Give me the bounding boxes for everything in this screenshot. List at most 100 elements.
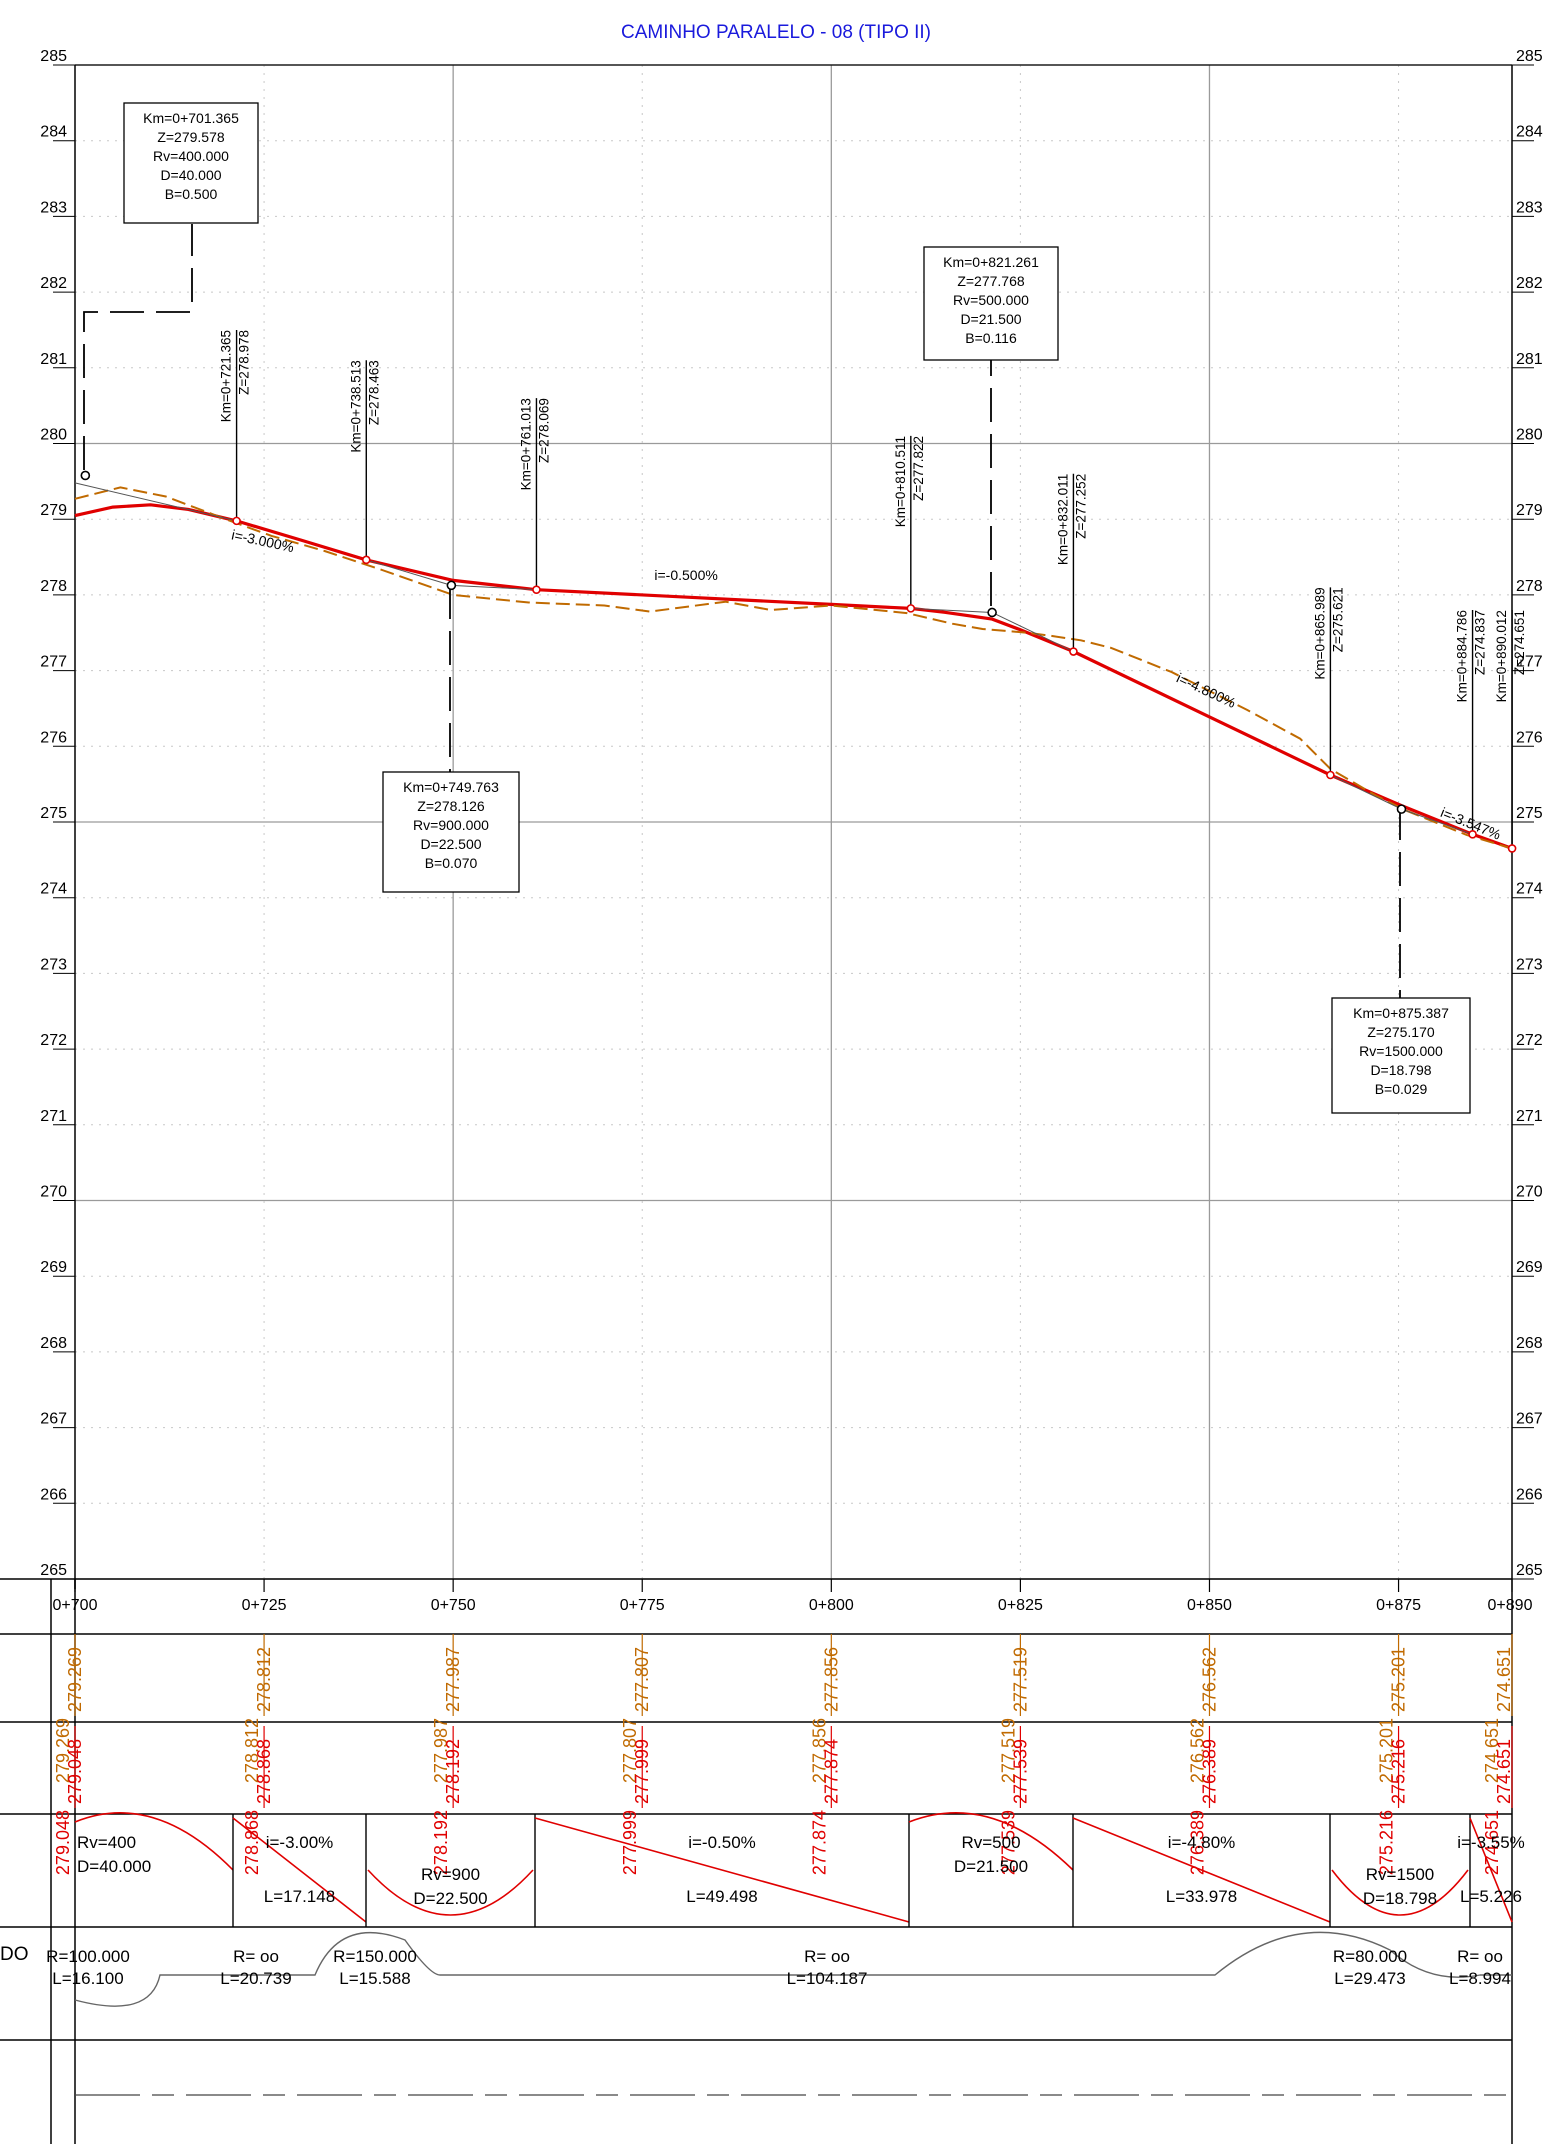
pvi-box-line: B=0.070 (425, 855, 478, 871)
y-tick-label: 280 (1516, 427, 1543, 444)
terrain-elevation: 277.856 (821, 1647, 841, 1712)
pvi-box-line: Rv=900.000 (413, 817, 489, 833)
station-label: 0+890 (1488, 1597, 1533, 1614)
vertical-band-text: L=49.498 (686, 1887, 757, 1906)
y-tick-label: 269 (1516, 1259, 1543, 1276)
station-z-label: Z=274.651 (1512, 610, 1527, 675)
grade-line (74, 503, 1513, 850)
tangent-line (910, 607, 993, 613)
pvi-box-line: B=0.116 (965, 330, 1017, 346)
y-tick-label: 284 (40, 124, 67, 141)
pvi-box-line: Km=0+749.763 (403, 779, 499, 795)
station-label: 0+850 (1187, 1597, 1232, 1614)
grade-segment (1469, 1817, 1513, 1923)
vertical-band-text: Rv=400 (77, 1833, 136, 1852)
y-tick-label: 266 (1516, 1486, 1543, 1503)
terrain-elevation: 276.562 (1199, 1647, 1219, 1712)
pvi-box-line: D=21.500 (960, 311, 1021, 327)
horizontal-band-text: R=80.000 (1333, 1947, 1407, 1966)
y-tick-label: 280 (40, 427, 67, 444)
pvi-box-line: Rv=1500.000 (1359, 1043, 1443, 1059)
station-z-label: Z=278.978 (237, 330, 252, 395)
y-tick-label: 275 (1516, 805, 1543, 822)
pvi-box-line: Z=279.578 (157, 129, 225, 145)
grade-elevation: 278.192 (443, 1739, 463, 1804)
station-z-label: Z=274.837 (1473, 610, 1488, 675)
horizontal-band-text: R= oo (804, 1947, 850, 1966)
horizontal-band-text: R= oo (1457, 1947, 1503, 1966)
tangent-line (74, 482, 237, 522)
pvi-box (1331, 997, 1471, 1114)
horizontal-band-text: R=150.000 (333, 1947, 417, 1966)
terrain-elevation: 275.201 (1389, 1647, 1409, 1712)
station-km-label: Km=0+865.989 (1312, 587, 1327, 679)
horizontal-band-text: L=16.100 (52, 1969, 123, 1988)
grade-elevation: 279.048 (65, 1739, 85, 1804)
station-z-label: Z=277.822 (911, 436, 926, 501)
pvi-box-line: Z=277.768 (957, 273, 1025, 289)
station-point (1069, 647, 1078, 656)
chart-grid (75, 64, 1512, 1580)
y-tick-label: 283 (40, 199, 67, 216)
y-tick-label: 276 (40, 729, 67, 746)
pvi-box (382, 771, 520, 893)
station-label: 0+825 (998, 1597, 1043, 1614)
y-tick-label: 278 (1516, 578, 1543, 595)
grade-elevation: 279.048 (53, 1810, 73, 1875)
horizontal-band-text: L=15.588 (339, 1969, 410, 1988)
terrain-elevation: 277.856 (809, 1718, 829, 1783)
pvi-point (987, 607, 997, 618)
grade-elevation: 278.868 (242, 1810, 262, 1875)
station-point (361, 555, 371, 565)
grade-elevation: 277.999 (620, 1810, 640, 1875)
pvi-box-line: Z=278.126 (417, 798, 485, 814)
grade-elevation: 276.389 (1199, 1739, 1219, 1804)
y-tick-label: 283 (1516, 199, 1543, 216)
vertical-curve-arc (367, 1869, 534, 1916)
station-z-label: Z=275.621 (1330, 587, 1345, 652)
horizontal-band-text: L=29.473 (1334, 1969, 1405, 1988)
horizontal-band-text: R=100.000 (46, 1947, 130, 1966)
vertical-band-text: Rv=900 (421, 1865, 480, 1884)
grade-elevation: 274.651 (1494, 1739, 1514, 1804)
horizontal-band-text: R= oo (233, 1947, 279, 1966)
vertical-band-text: L=5.226 (1460, 1887, 1522, 1906)
y-axis-ticks: 285 285 284 284 283 283 282 282 281 281 280 280 279 2… (40, 48, 1543, 1580)
terrain-elevation: 279.269 (65, 1647, 85, 1712)
pvi-box-line: Z=275.170 (1367, 1024, 1435, 1040)
station-labels: Km=0+721.365 Z=278.978 Km=0+738.513 Z=278.4… (219, 329, 1527, 853)
y-tick-label: 267 (1516, 1411, 1543, 1428)
station-point (532, 585, 541, 594)
y-tick-label: 281 (40, 351, 67, 368)
tangent-line (451, 584, 537, 591)
pvi-box-line: D=40.000 (160, 167, 221, 183)
data-table: DO 0+700 0+725 0+750 0+775 0+800 0+825 0+850 0+8… (0, 1578, 1533, 2144)
vertical-band-text: D=22.500 (413, 1889, 487, 1908)
tangent-line (991, 612, 1074, 652)
station-km-label: Km=0+832.011 (1055, 474, 1070, 565)
station-label: 0+750 (431, 1597, 476, 1614)
pvi-box (923, 246, 1059, 361)
y-tick-label: 267 (40, 1411, 67, 1428)
vertical-band-text: L=17.148 (264, 1887, 335, 1906)
horizontal-band-text: L=104.187 (787, 1969, 868, 1988)
station-km-label: Km=0+738.513 (348, 360, 363, 452)
grade-elevation: 275.216 (1389, 1739, 1409, 1804)
grade-elevation: 277.874 (821, 1739, 841, 1804)
y-tick-label: 276 (1516, 729, 1543, 746)
y-tick-label: 273 (40, 956, 67, 973)
pvi-box-line: Km=0+821.261 (943, 254, 1039, 270)
y-tick-label: 270 (40, 1184, 67, 1201)
y-tick-label: 275 (40, 805, 67, 822)
station-label: 0+800 (809, 1597, 854, 1614)
vertical-band-text: i=-4.80% (1168, 1833, 1236, 1852)
terrain-elevation: 279.269 (53, 1718, 73, 1783)
station-point (1507, 844, 1517, 853)
grade-elevation: 275.216 (1377, 1810, 1397, 1875)
terrain-line (74, 486, 1513, 850)
grade-elevation: 277.874 (809, 1810, 829, 1875)
pvi-point (1396, 804, 1407, 814)
y-tick-label: 285 (40, 48, 67, 65)
station-km-label: Km=0+890.012 (1494, 610, 1509, 702)
pvi-box-line: D=18.798 (1370, 1062, 1431, 1078)
